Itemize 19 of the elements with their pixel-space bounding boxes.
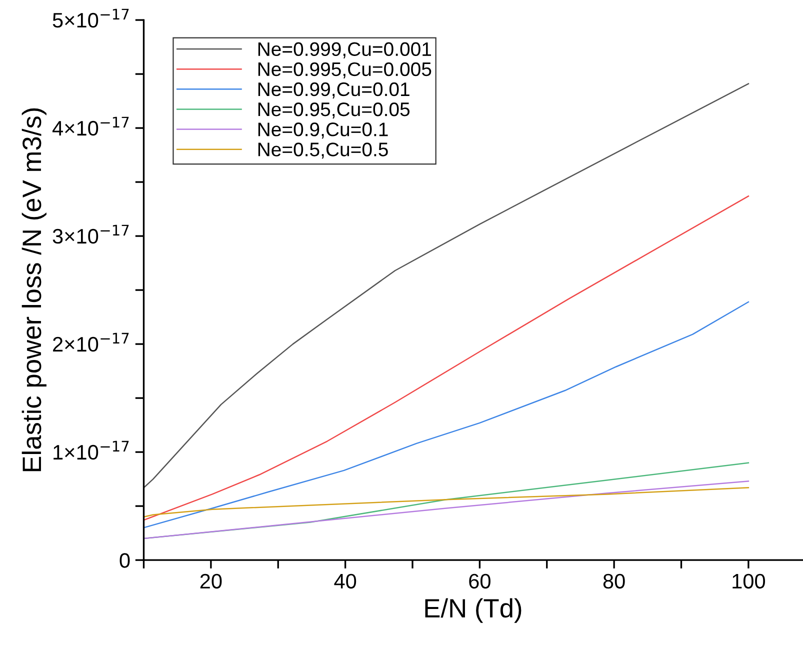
x-axis-title: E/N (Td): [425, 598, 522, 623]
x-tick-label: 20: [200, 574, 222, 589]
x-tick-label: 100: [732, 574, 766, 589]
y-tick-label: 4×10$^{−17}$: [52, 116, 129, 136]
y-tick-label: 2×10$^{−17}$: [53, 332, 129, 352]
x-tick-label: 80: [603, 574, 625, 589]
legend-label: Ne=0.995,Cu=0.005: [258, 62, 432, 78]
legend-label: Ne=0.99,Cu=0.01: [258, 82, 410, 98]
y-tick-label: 5×10$^{−17}$: [52, 8, 129, 28]
x-tick-label: 60: [469, 574, 490, 589]
y-axis-title: Elastic power loss /N (eV m3/s): [22, 108, 46, 472]
legend-label: Ne=0.9,Cu=0.1: [258, 122, 388, 139]
legend-label: Ne=0.999,Cu=0.001: [258, 42, 432, 58]
y-tick-label: 0: [120, 553, 130, 568]
legend-label: Ne=0.5,Cu=0.5: [258, 142, 388, 159]
y-tick-label: 1×10$^{−17}$: [54, 440, 129, 460]
y-tick-label: 3×10$^{−17}$: [52, 224, 129, 244]
x-tick-label: 40: [334, 574, 356, 589]
legend-label: Ne=0.95,Cu=0.05: [258, 102, 410, 119]
